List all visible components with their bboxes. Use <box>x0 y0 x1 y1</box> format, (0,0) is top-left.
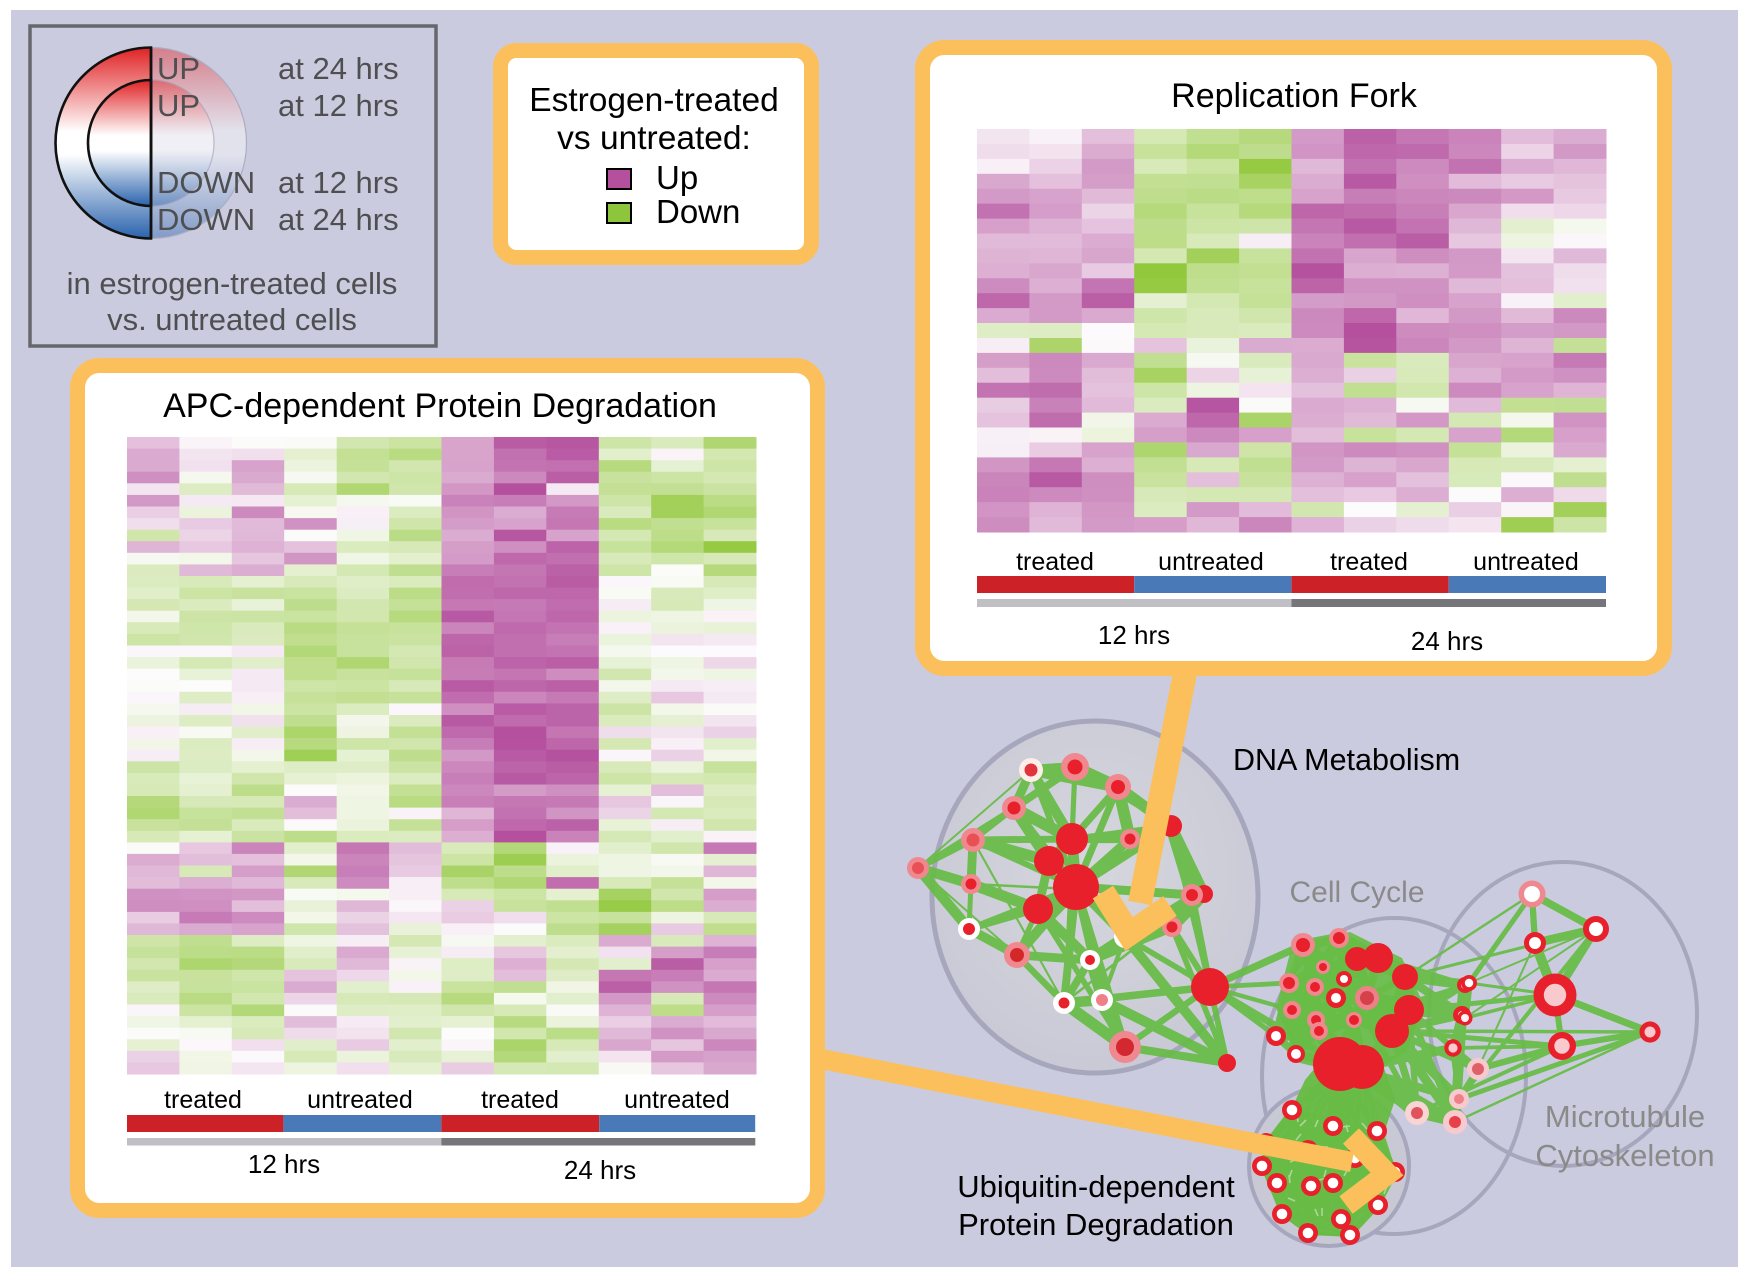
svg-text:Cytoskeleton: Cytoskeleton <box>1535 1138 1714 1173</box>
svg-text:treated: treated <box>164 1086 242 1114</box>
svg-text:Estrogen-treated: Estrogen-treated <box>529 82 779 119</box>
svg-text:untreated: untreated <box>307 1086 413 1114</box>
svg-text:Protein Degradation: Protein Degradation <box>958 1207 1234 1242</box>
svg-text:Down: Down <box>656 193 740 230</box>
svg-text:at 12 hrs: at 12 hrs <box>278 88 399 123</box>
svg-text:in estrogen-treated cells: in estrogen-treated cells <box>67 266 398 301</box>
svg-text:Microtubule: Microtubule <box>1545 1099 1705 1134</box>
svg-text:12 hrs: 12 hrs <box>1098 620 1170 650</box>
svg-text:treated: treated <box>1330 548 1408 576</box>
svg-text:untreated: untreated <box>624 1086 730 1114</box>
svg-text:DOWN: DOWN <box>157 165 255 200</box>
svg-text:24 hrs: 24 hrs <box>564 1155 636 1185</box>
svg-text:vs. untreated cells: vs. untreated cells <box>107 302 357 337</box>
svg-text:vs untreated:: vs untreated: <box>557 120 751 157</box>
svg-text:treated: treated <box>1016 548 1094 576</box>
svg-text:UP: UP <box>157 88 200 123</box>
svg-text:Ubiquitin-dependent: Ubiquitin-dependent <box>957 1169 1235 1204</box>
svg-text:untreated: untreated <box>1158 548 1264 576</box>
svg-text:UP: UP <box>157 51 200 86</box>
svg-text:Cell Cycle: Cell Cycle <box>1289 876 1424 909</box>
svg-text:DNA Metabolism: DNA Metabolism <box>1233 743 1460 777</box>
svg-text:at 24 hrs: at 24 hrs <box>278 51 399 86</box>
svg-text:treated: treated <box>481 1086 559 1114</box>
svg-text:12 hrs: 12 hrs <box>248 1149 320 1179</box>
svg-text:at 24 hrs: at 24 hrs <box>278 202 399 237</box>
svg-text:untreated: untreated <box>1473 548 1579 576</box>
svg-text:APC-dependent Protein Degradat: APC-dependent Protein Degradation <box>163 387 717 425</box>
svg-text:DOWN: DOWN <box>157 202 255 237</box>
svg-text:Up: Up <box>656 159 698 196</box>
svg-text:Replication Fork: Replication Fork <box>1171 77 1418 115</box>
svg-text:24 hrs: 24 hrs <box>1411 626 1483 656</box>
svg-text:at 12 hrs: at 12 hrs <box>278 165 399 200</box>
